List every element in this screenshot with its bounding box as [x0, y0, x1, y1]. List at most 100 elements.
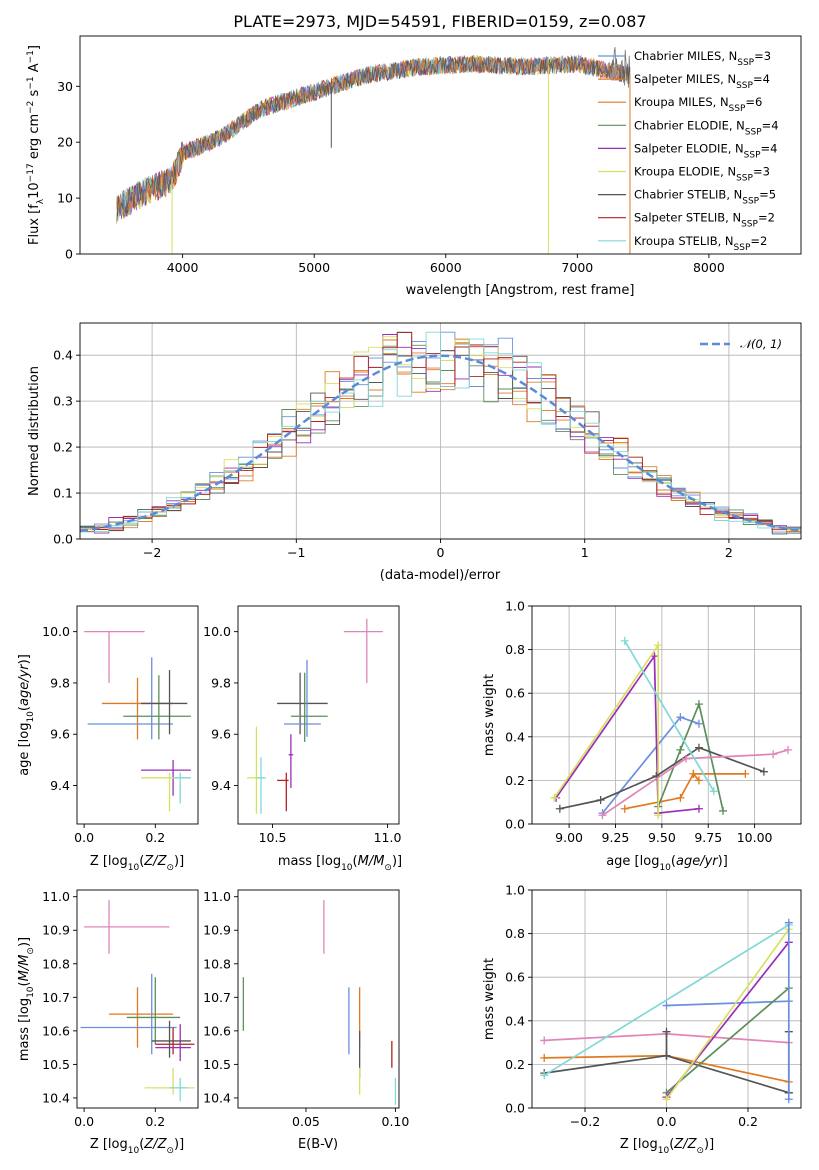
weight-marker	[694, 804, 703, 813]
y-tick-label: 10.7	[203, 990, 231, 1005]
spectrum-line	[116, 55, 631, 224]
spectrum-line	[116, 47, 631, 222]
weight-line	[665, 928, 790, 1100]
x-tick-label: 0.2	[145, 1114, 165, 1129]
x-tick-label: 11.0	[374, 830, 402, 845]
y-tick-label: 9.8	[50, 675, 70, 690]
weight-line	[543, 924, 790, 1077]
mass_weight_vs_Z-series	[540, 918, 793, 1104]
y-tick-label: 10.7	[42, 990, 70, 1005]
y-tick-label: 10.6	[42, 1023, 70, 1038]
mass_weight_vs_age-xlabel: age [log10(age/yr)]	[606, 854, 728, 873]
mass_weight_vs_age-axes: 9.00 9.25 9.50 9.75 10.00 0.0 0.2 0.4 0.6 0.8 1.0	[505, 599, 801, 845]
x-tick-label: 2	[725, 545, 733, 560]
x-tick-label: −1	[287, 545, 305, 560]
weight-marker	[662, 1027, 671, 1036]
mass_vs_ebv-axes: 0.05 0.10 10.4 10.5 10.6 10.7 10.8 10.9 11.0	[203, 889, 409, 1129]
x-tick-label: 6000	[430, 260, 462, 275]
y-tick-label: 10.6	[203, 1023, 231, 1038]
x-tick-label: 0.0	[74, 830, 94, 845]
residuals-axes: −2 −1 0 1 2 0.0 0.1 0.2 0.3 0.4	[53, 323, 801, 560]
y-tick-label: 0.3	[53, 394, 73, 409]
y-tick-label: 0	[65, 247, 73, 262]
y-tick-label: 0.4	[505, 729, 525, 744]
mass_weight_vs_Z-frame	[531, 889, 802, 1109]
y-tick-label: 0.6	[505, 686, 525, 701]
x-tick-label: 0	[437, 545, 445, 560]
legend-label: Salpeter STELIB, NSSP=2	[634, 211, 775, 230]
y-tick-label: 0.8	[505, 642, 525, 657]
x-tick-label: 1	[581, 545, 589, 560]
x-tick-label: 7000	[561, 260, 593, 275]
mass_weight_vs_Z-xlabel: Z [log10(Z/Z⊙)]	[620, 1137, 714, 1156]
weight-marker	[555, 804, 564, 813]
residuals-series	[79, 331, 802, 535]
weight-marker	[769, 750, 778, 759]
legend-label: Salpeter ELODIE, NSSP=4	[634, 141, 777, 160]
age_vs_mass-xlabel: mass [log10(M/M⊙)]	[278, 854, 402, 873]
weight-marker	[784, 918, 793, 927]
residuals-xlabel: (data-model)/error	[380, 568, 501, 583]
legend-label: Kroupa STELIB, NSSP=2	[634, 234, 767, 253]
y-tick-label: 0.2	[505, 1057, 525, 1072]
y-tick-label: 9.6	[211, 727, 231, 742]
x-tick-label: 10.5	[259, 830, 287, 845]
weight-marker	[719, 806, 728, 815]
weight-marker	[676, 745, 685, 754]
x-tick-label: −0.2	[570, 1114, 600, 1129]
age_vs_Z-axes: 0.0 0.2 9.4 9.6 9.8 10.0	[42, 624, 165, 845]
spectrum-ylabel: Flux [fλ10−17 erg cm−2 s−1 A−1]	[26, 45, 46, 245]
spectrum-xlabel: wavelength [Angstrom, rest frame]	[406, 283, 635, 298]
x-tick-label: 9.00	[555, 830, 583, 845]
mass_vs_Z-points	[80, 900, 195, 1102]
y-tick-label: 9.4	[211, 778, 231, 793]
weight-marker	[540, 1036, 549, 1045]
y-tick-label: 10.8	[203, 956, 231, 971]
y-tick-label: 0.1	[53, 486, 73, 501]
residuals-frame	[79, 322, 802, 540]
weight-marker	[676, 713, 685, 722]
weight-line	[666, 1000, 789, 1007]
weight-marker	[694, 743, 703, 752]
weight-marker	[694, 719, 703, 728]
weight-marker	[540, 1071, 549, 1080]
y-tick-label: 10.9	[203, 923, 231, 938]
x-tick-label: 9.75	[694, 830, 722, 845]
x-tick-label: 0.0	[657, 1114, 677, 1129]
page-title: PLATE=2973, MJD=54591, FIBERID=0159, z=0…	[233, 12, 647, 31]
x-tick-label: 8000	[693, 260, 725, 275]
y-tick-label: 10.4	[203, 1090, 231, 1105]
spectrum-series	[116, 47, 631, 254]
y-tick-label: 10.0	[42, 624, 70, 639]
y-tick-label: 10	[57, 191, 73, 206]
x-tick-label: 0.10	[382, 1114, 410, 1129]
weight-marker	[598, 811, 607, 820]
residuals-ylabel: Normed distribution	[27, 366, 42, 496]
y-tick-label: 10.8	[42, 956, 70, 971]
x-tick-label: 0.05	[292, 1114, 320, 1129]
legend-label: 𝒩(0, 1)	[740, 337, 782, 351]
age_vs_Z-xlabel: Z [log10(Z/Z⊙)]	[90, 854, 184, 873]
mass_weight_vs_Z-axes: −0.2 0.0 0.2 0.0 0.2 0.4 0.6 0.8 1.0	[505, 883, 801, 1129]
residual-histogram	[80, 331, 801, 533]
x-tick-label: 4000	[167, 260, 199, 275]
y-tick-label: 0.2	[505, 773, 525, 788]
y-tick-label: 0.8	[505, 926, 525, 941]
mass_vs_Z-axes: 0.0 0.2 10.4 10.5 10.6 10.7 10.8 10.9 11.0	[42, 889, 165, 1129]
y-tick-label: 0.2	[53, 440, 73, 455]
y-tick-label: 1.0	[505, 883, 525, 898]
weight-marker	[662, 1051, 671, 1060]
weight-marker	[654, 641, 663, 650]
spectrum-legend: Chabrier MILES, NSSP=3 Salpeter MILES, NS…	[598, 49, 779, 253]
age_vs_Z-frame	[76, 605, 199, 825]
weight-marker	[676, 793, 685, 802]
y-tick-label: 10.5	[203, 1057, 231, 1072]
y-tick-label: 9.8	[211, 675, 231, 690]
weight-line	[665, 987, 790, 1094]
weight-marker	[694, 700, 703, 709]
mass_vs_Z-ylabel: mass [log10(M/M⊙)]	[17, 937, 36, 1061]
y-tick-label: 11.0	[42, 889, 70, 904]
spectrum-axes: 4000 5000 6000 7000 8000 0 10 20 30	[57, 79, 725, 275]
x-tick-label: 5000	[298, 260, 330, 275]
